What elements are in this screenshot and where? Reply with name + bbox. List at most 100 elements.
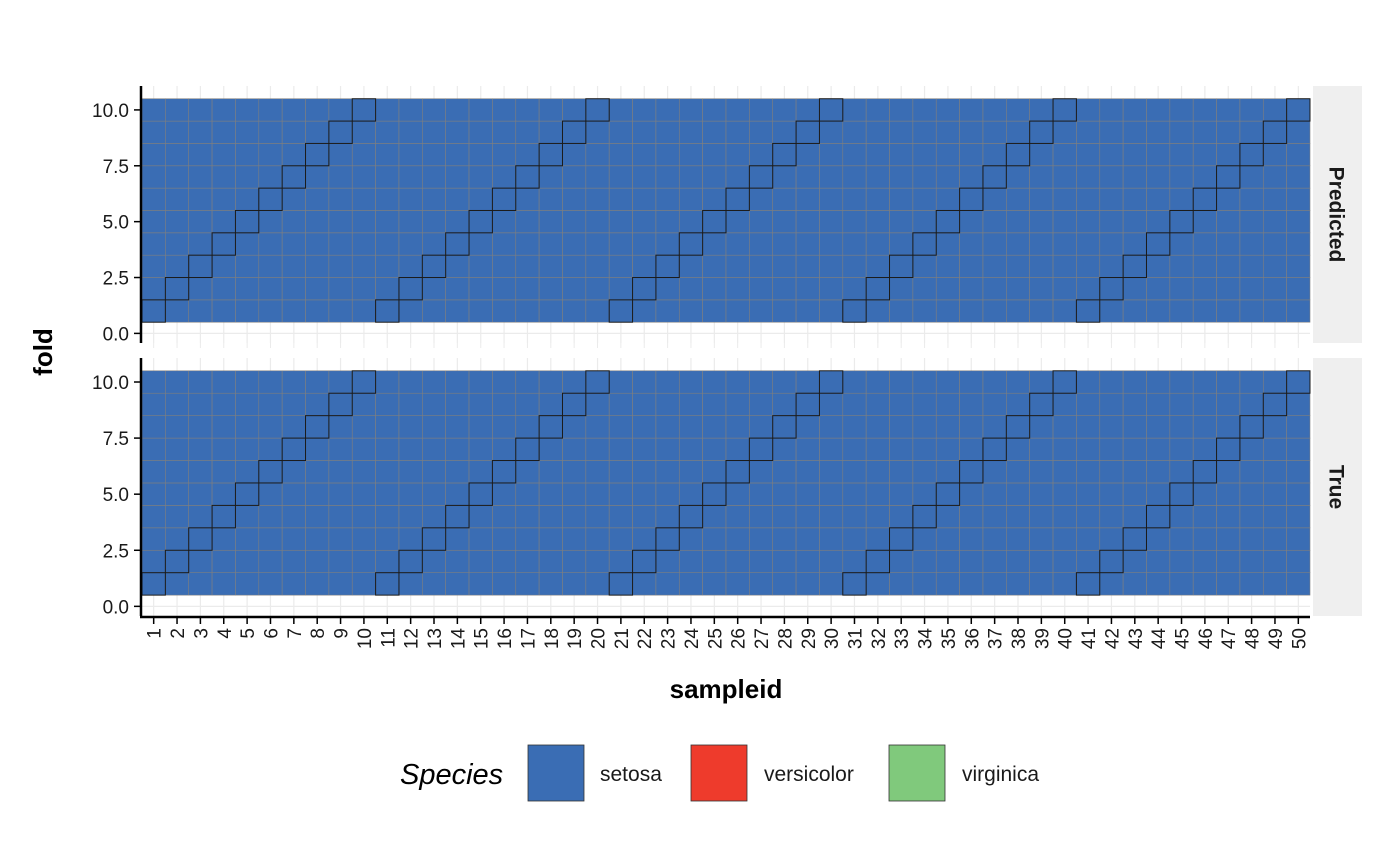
heatmap-cell xyxy=(1216,187,1241,211)
heatmap-cell xyxy=(632,98,657,122)
heatmap-cell xyxy=(585,482,610,506)
heatmap-cell xyxy=(211,120,236,144)
heatmap-cell xyxy=(935,549,960,574)
heldout-cell-border xyxy=(678,232,704,256)
heldout-cell-border xyxy=(1169,482,1194,506)
heatmap-cell xyxy=(1029,165,1054,189)
heatmap-cell xyxy=(912,370,937,394)
heatmap-cell xyxy=(165,505,190,529)
heatmap-cell xyxy=(795,232,820,256)
heatmap-cell xyxy=(1052,165,1077,189)
heatmap-cell xyxy=(795,277,820,301)
heatmap-cell xyxy=(445,437,470,461)
heatmap-cell xyxy=(468,187,493,211)
heatmap-cell xyxy=(375,572,400,596)
heatmap-cell xyxy=(1239,120,1264,144)
heatmap-cell xyxy=(959,299,984,323)
heatmap-cell xyxy=(632,120,657,144)
x-axis-label: sampleid xyxy=(670,674,783,704)
heldout-cell-border xyxy=(702,482,727,506)
heatmap-cell xyxy=(702,505,727,529)
heatmap-cell xyxy=(702,143,727,167)
heatmap-cell xyxy=(1122,572,1147,596)
x-tick-label: 26 xyxy=(729,628,750,649)
heatmap-cell xyxy=(165,370,190,394)
heatmap-cell xyxy=(351,120,376,144)
x-tick-label: 20 xyxy=(589,628,610,649)
heatmap-cell xyxy=(1169,187,1194,211)
heatmap-cell xyxy=(1076,120,1101,144)
heatmap-cell xyxy=(889,187,914,211)
heatmap-cell xyxy=(1286,505,1311,529)
heatmap-cell xyxy=(281,572,306,596)
heatmap-cell xyxy=(772,187,797,211)
heatmap-cell xyxy=(842,120,867,144)
heatmap-cell xyxy=(258,120,283,144)
heatmap-cell xyxy=(889,299,914,323)
heatmap-cell xyxy=(842,437,867,461)
heatmap-cell xyxy=(819,527,844,551)
heatmap-cell xyxy=(375,549,400,574)
heatmap-cell xyxy=(865,187,890,211)
heatmap-cell xyxy=(655,460,680,484)
heatmap-cell xyxy=(608,254,633,278)
heatmap-cell xyxy=(1052,143,1077,167)
heatmap-cell xyxy=(351,254,376,278)
heatmap-cell xyxy=(678,187,703,211)
heatmap-cell xyxy=(211,460,236,484)
heatmap-cell xyxy=(351,232,376,256)
heatmap-cell xyxy=(819,549,844,574)
heatmap-cell xyxy=(562,527,587,551)
heldout-cell-border xyxy=(865,277,891,301)
heatmap-cell xyxy=(655,210,680,234)
heldout-cell-border xyxy=(935,482,961,506)
heatmap-cell xyxy=(935,572,960,596)
heatmap-cell xyxy=(865,98,890,122)
heatmap-cell xyxy=(1146,165,1171,189)
heatmap-cell xyxy=(819,415,844,439)
heatmap-cell xyxy=(1029,370,1054,394)
heatmap-cell xyxy=(422,549,446,574)
x-tick-label: 45 xyxy=(1173,628,1194,649)
heatmap-cell xyxy=(608,527,633,551)
heatmap-cell xyxy=(1216,437,1241,461)
heatmap-cell xyxy=(375,370,400,394)
heatmap-cell xyxy=(328,187,353,211)
x-tick-label: 3 xyxy=(191,628,212,639)
heatmap-cell xyxy=(795,299,820,323)
heldout-cell-border xyxy=(1099,277,1124,301)
heatmap-cell xyxy=(492,187,517,211)
heatmap-cell xyxy=(585,254,610,278)
heatmap-cell xyxy=(702,98,727,122)
heldout-cell-border xyxy=(375,299,400,323)
facet-label-predicted: Predicted xyxy=(1325,167,1348,263)
heatmap-cell xyxy=(912,415,937,439)
heldout-cell-border xyxy=(538,415,563,439)
heldout-cell-border xyxy=(678,504,704,529)
heatmap-cell xyxy=(678,210,703,234)
heatmap-cell xyxy=(749,392,774,416)
heatmap-cell xyxy=(305,143,330,167)
heatmap-cell xyxy=(1169,98,1194,122)
heatmap-cell xyxy=(959,370,984,394)
heatmap-cell xyxy=(702,165,727,189)
heatmap-cell xyxy=(1169,165,1194,189)
heatmap-cell xyxy=(211,143,236,167)
heatmap-cell xyxy=(468,415,493,439)
heatmap-cell xyxy=(165,392,190,416)
heatmap-cell xyxy=(912,392,937,416)
heatmap-cell xyxy=(655,165,680,189)
heatmap-cell xyxy=(211,415,236,439)
heatmap-cell xyxy=(702,392,727,416)
x-tick-label: 17 xyxy=(518,628,539,649)
heatmap-cell xyxy=(608,120,633,144)
heatmap-cell xyxy=(889,165,914,189)
x-tick-label: 47 xyxy=(1219,628,1240,649)
heatmap-cell xyxy=(678,460,703,484)
heatmap-cell xyxy=(281,277,306,301)
heatmap-cell xyxy=(492,143,517,167)
heatmap-cell xyxy=(305,572,330,596)
y-tick-label: 0.0 xyxy=(103,324,129,345)
heatmap-cell xyxy=(889,437,914,461)
heatmap-cell xyxy=(515,370,540,394)
